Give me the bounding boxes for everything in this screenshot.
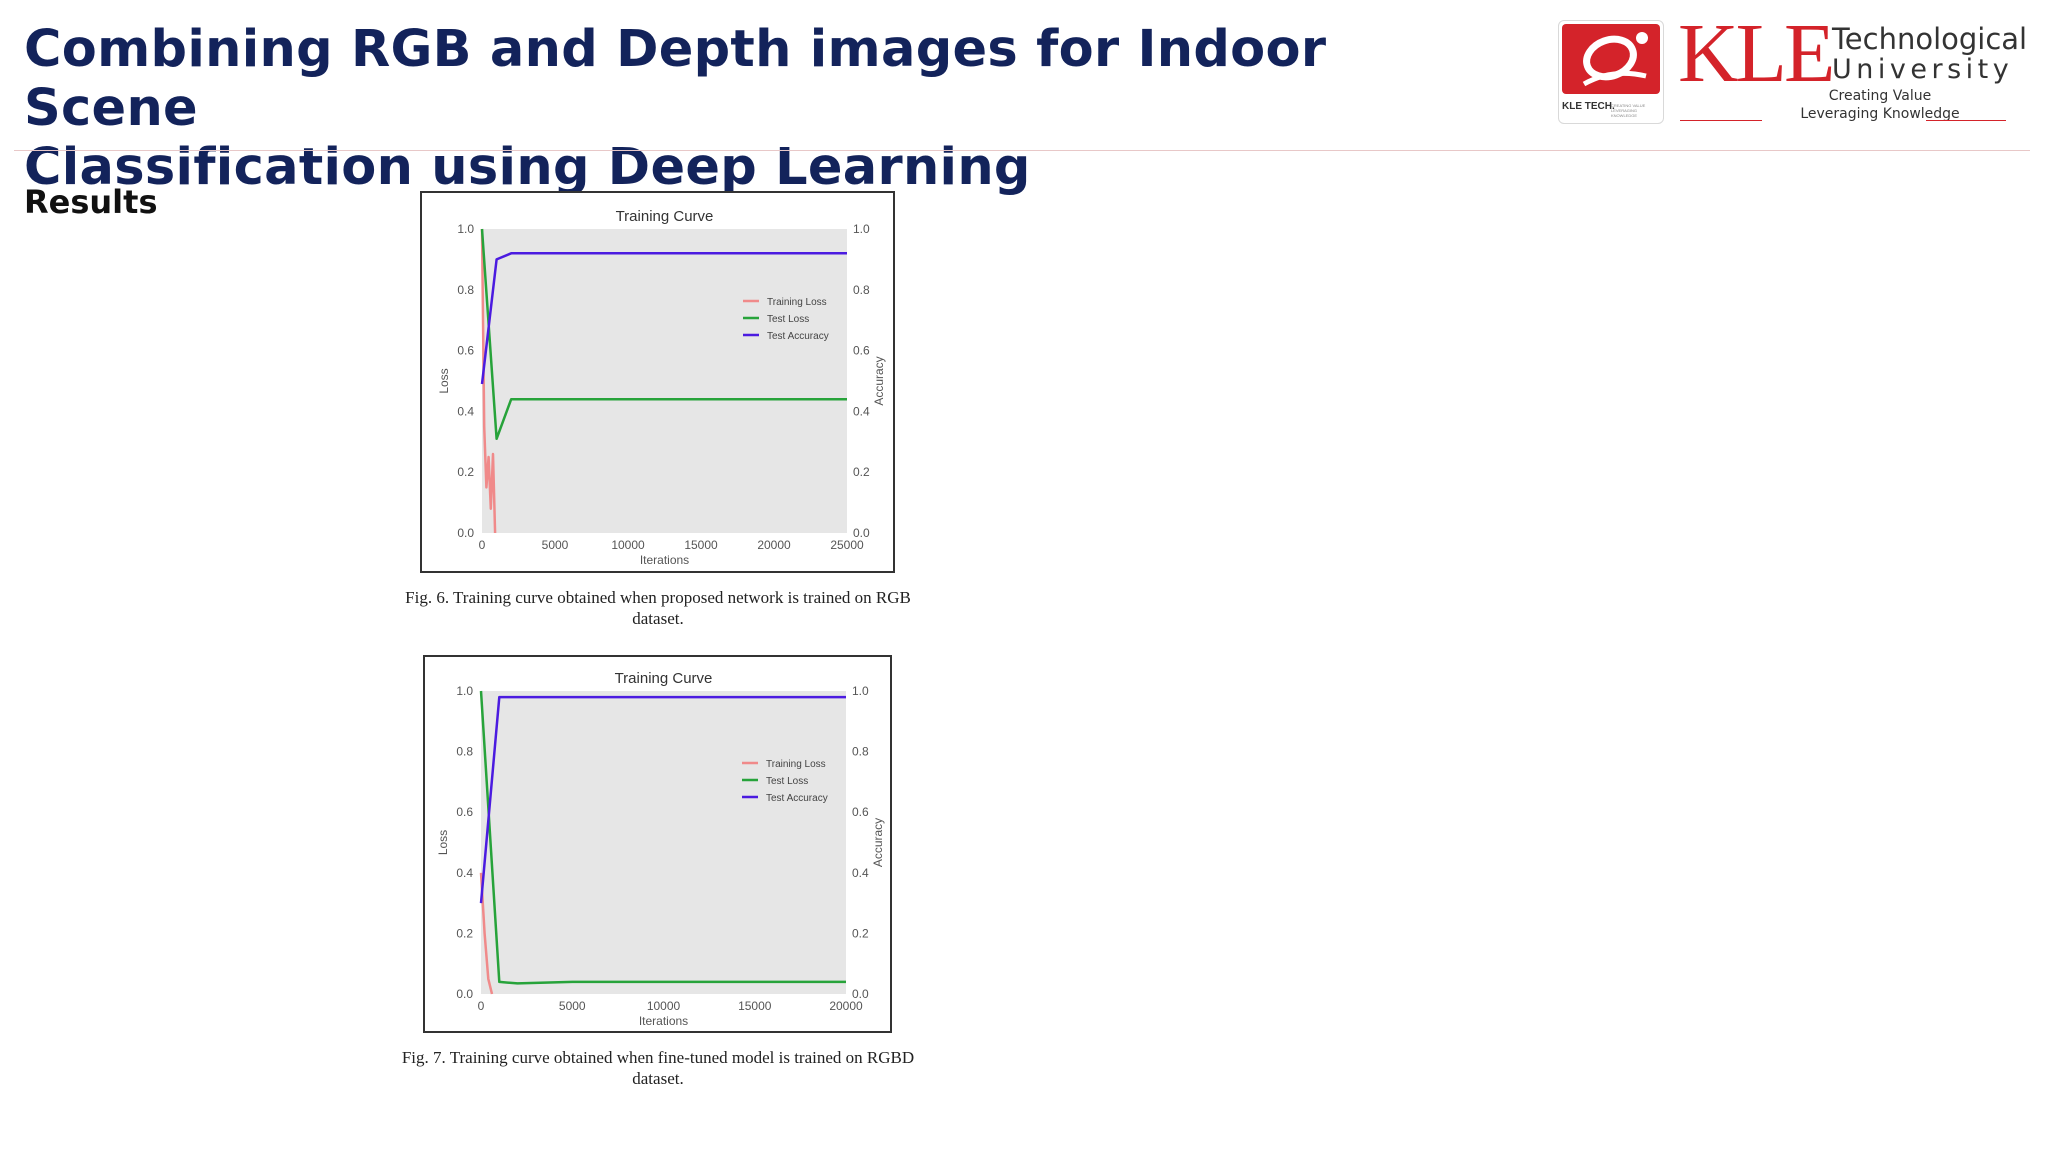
y2-tick-label: 0.2 xyxy=(853,465,870,479)
figure-6-caption: Fig. 6. Training curve obtained when pro… xyxy=(380,587,936,629)
y2-tick-label: 0.4 xyxy=(852,866,869,880)
chart-title: Training Curve xyxy=(616,208,714,225)
logo-tagline-2: Leveraging Knowledge xyxy=(1800,106,1960,122)
y2-axis-label: Accuracy xyxy=(871,818,885,867)
x-tick-label: 5000 xyxy=(542,538,569,552)
y2-tick-label: 1.0 xyxy=(853,222,870,236)
figure-7-chart: Training Curve 0 5000 10000 15000 20000 0.0 0.0… xyxy=(423,655,892,1033)
x-tick-label: 15000 xyxy=(684,538,718,552)
figure-6-caption-line-1: Fig. 6. Training curve obtained when pro… xyxy=(405,588,911,607)
legend-label: Training Loss xyxy=(767,297,827,308)
y-tick-label: 0.0 xyxy=(457,526,474,540)
slide-title-line-2: Classification using Deep Learning xyxy=(24,138,1031,197)
legend-label: Test Accuracy xyxy=(766,793,828,804)
test-loss-line xyxy=(480,228,847,441)
x-axis-label: Iterations xyxy=(640,553,689,567)
legend-label: Test Accuracy xyxy=(767,331,829,342)
y2-tick-label: 0.0 xyxy=(852,987,869,1001)
y-tick-label: 0.4 xyxy=(457,404,474,418)
y2-axis-label: Accuracy xyxy=(872,356,886,405)
x-tick-label: 10000 xyxy=(647,999,681,1013)
y-tick-label: 0.2 xyxy=(457,465,474,479)
logo-rule-right xyxy=(1926,120,2006,121)
plot-area xyxy=(481,691,846,994)
test-loss-line xyxy=(479,690,846,985)
y2-tick-label: 0.2 xyxy=(852,926,869,940)
y-tick-label: 0.8 xyxy=(456,745,473,759)
x-tick-label: 20000 xyxy=(829,999,863,1013)
x-tick-label: 20000 xyxy=(757,538,791,552)
x-tick-label: 25000 xyxy=(830,538,864,552)
training-loss-line xyxy=(479,872,494,995)
slide-title-line-1: Combining RGB and Depth images for Indoo… xyxy=(24,20,1327,138)
figure-6-caption-line-2: dataset. xyxy=(632,609,684,628)
slide-title: Combining RGB and Depth images for Indoo… xyxy=(24,20,1424,197)
figure-7-caption-line-2: dataset. xyxy=(632,1069,684,1088)
y2-tick-label: 0.4 xyxy=(853,404,870,418)
x-tick-label: 5000 xyxy=(559,999,586,1013)
plot-area xyxy=(482,229,847,533)
training-loss-line xyxy=(480,228,497,534)
figure-7-caption-line-1: Fig. 7. Training curve obtained when fin… xyxy=(401,1048,915,1067)
figure-7-caption: Fig. 7. Training curve obtained when fin… xyxy=(378,1047,938,1089)
header-divider xyxy=(14,150,2030,151)
y-tick-label: 0.6 xyxy=(457,344,474,358)
x-tick-label: 0 xyxy=(479,538,486,552)
y2-tick-label: 0.6 xyxy=(852,805,869,819)
logo-rule-left xyxy=(1680,120,1762,121)
logo-line-2: University xyxy=(1832,54,2014,85)
logo-badge: KLE TECH. CREATING VALUE LEVERAGING KNOW… xyxy=(1558,20,1664,124)
y-tick-label: 1.0 xyxy=(456,684,473,698)
logo-line-1: Technological xyxy=(1832,22,2028,56)
y2-tick-label: 1.0 xyxy=(852,684,869,698)
legend-label: Test Loss xyxy=(766,776,808,787)
y-tick-label: 1.0 xyxy=(457,222,474,236)
y-tick-label: 0.8 xyxy=(457,283,474,297)
chart-title: Training Curve xyxy=(615,670,713,687)
test-accuracy-line xyxy=(479,695,846,904)
y2-tick-label: 0.0 xyxy=(853,526,870,540)
y2-tick-label: 0.8 xyxy=(853,283,870,297)
university-logo: KLE TECH. CREATING VALUE LEVERAGING KNOW… xyxy=(1558,12,2028,130)
logo-badge-text: KLE TECH. xyxy=(1562,101,1615,112)
y-axis-label: Loss xyxy=(436,830,450,855)
logo-swirl-icon xyxy=(1582,32,1648,87)
y-tick-label: 0.4 xyxy=(456,866,473,880)
y-tick-label: 0.6 xyxy=(456,805,473,819)
x-tick-label: 10000 xyxy=(611,538,645,552)
x-tick-label: 15000 xyxy=(738,999,772,1013)
x-axis-label: Iterations xyxy=(639,1014,688,1028)
logo-wordmark: KLE xyxy=(1678,7,1835,100)
y-axis-label: Loss xyxy=(437,368,451,393)
legend-label: Training Loss xyxy=(766,759,826,770)
logo-tagline-1: Creating Value xyxy=(1828,88,1932,104)
figure-6-chart: Training Curve 0 5000 10000 15000 20000 25000 0… xyxy=(420,191,895,573)
section-heading: Results xyxy=(24,183,158,221)
x-tick-label: 0 xyxy=(478,999,485,1013)
logo-badge-small-text: CREATING VALUE LEVERAGING KNOWLEDGE xyxy=(1611,103,1646,118)
y-tick-label: 0.2 xyxy=(456,926,473,940)
logo-badge-emblem xyxy=(1562,24,1660,94)
y-tick-label: 0.0 xyxy=(456,987,473,1001)
y2-tick-label: 0.6 xyxy=(853,344,870,358)
test-accuracy-line xyxy=(480,252,847,385)
y2-tick-label: 0.8 xyxy=(852,745,869,759)
legend-label: Test Loss xyxy=(767,314,809,325)
